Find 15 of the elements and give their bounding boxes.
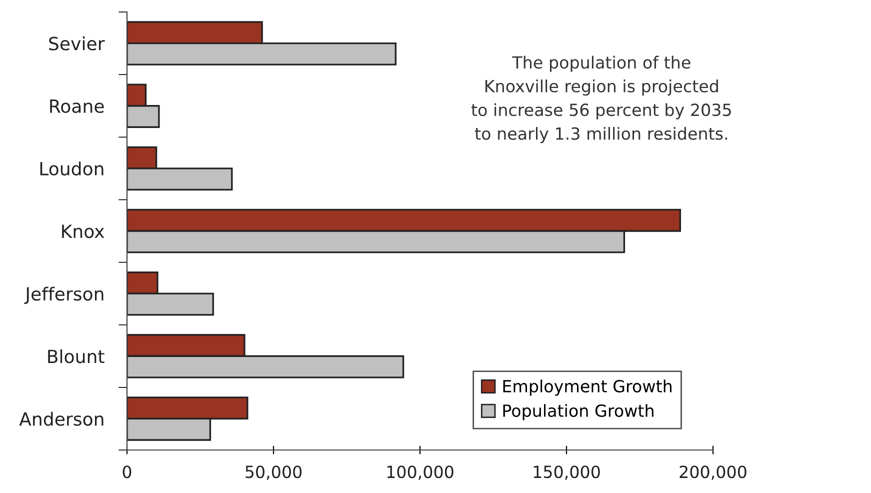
x-tick-label: 150,000 — [534, 466, 600, 480]
y-tick-label: Knox — [62, 224, 104, 238]
legend-label: Employment Growth — [503, 380, 672, 396]
y-tick-label: Sevier — [49, 36, 105, 50]
y-tick-label: Loudon — [40, 162, 104, 176]
x-tick-label: 50,000 — [246, 466, 302, 480]
x-tick-label: 200,000 — [680, 466, 746, 480]
y-tick-label: Anderson — [19, 412, 104, 426]
legend-label: Population Growth — [503, 404, 654, 420]
x-tick-label: 0 — [122, 466, 132, 478]
x-tick-label: 100,000 — [387, 466, 454, 480]
annotation: The population of the Knoxville region is projected to increase 56 percent by 2035 to nearly 1.3 million residents. — [471, 56, 731, 144]
y-tick-label: Blount — [48, 349, 104, 364]
y-tick-label: Roane — [50, 100, 104, 113]
y-tick-label: Jefferson — [24, 286, 104, 304]
